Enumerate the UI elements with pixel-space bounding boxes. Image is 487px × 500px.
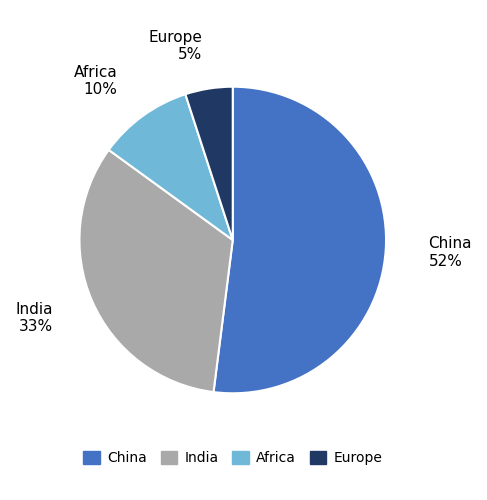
Wedge shape	[109, 94, 233, 240]
Wedge shape	[186, 86, 233, 240]
Text: Europe
5%: Europe 5%	[148, 30, 202, 62]
Wedge shape	[79, 150, 233, 392]
Text: Africa
10%: Africa 10%	[74, 65, 117, 98]
Wedge shape	[213, 86, 386, 394]
Text: China
52%: China 52%	[429, 236, 472, 268]
Text: India
33%: India 33%	[15, 302, 53, 334]
Legend: China, India, Africa, Europe: China, India, Africa, Europe	[78, 446, 388, 470]
